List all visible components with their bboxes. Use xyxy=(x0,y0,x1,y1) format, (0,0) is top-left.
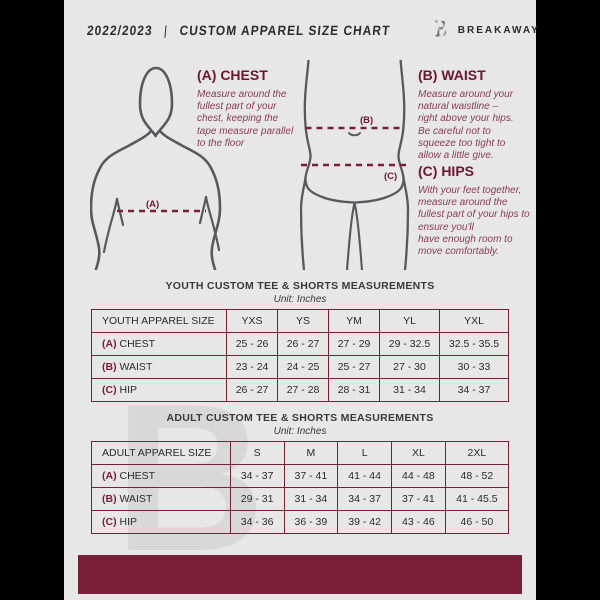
svg-text:(A): (A) xyxy=(146,199,159,210)
svg-text:(C): (C) xyxy=(384,171,397,182)
svg-text:(B): (B) xyxy=(360,115,373,126)
